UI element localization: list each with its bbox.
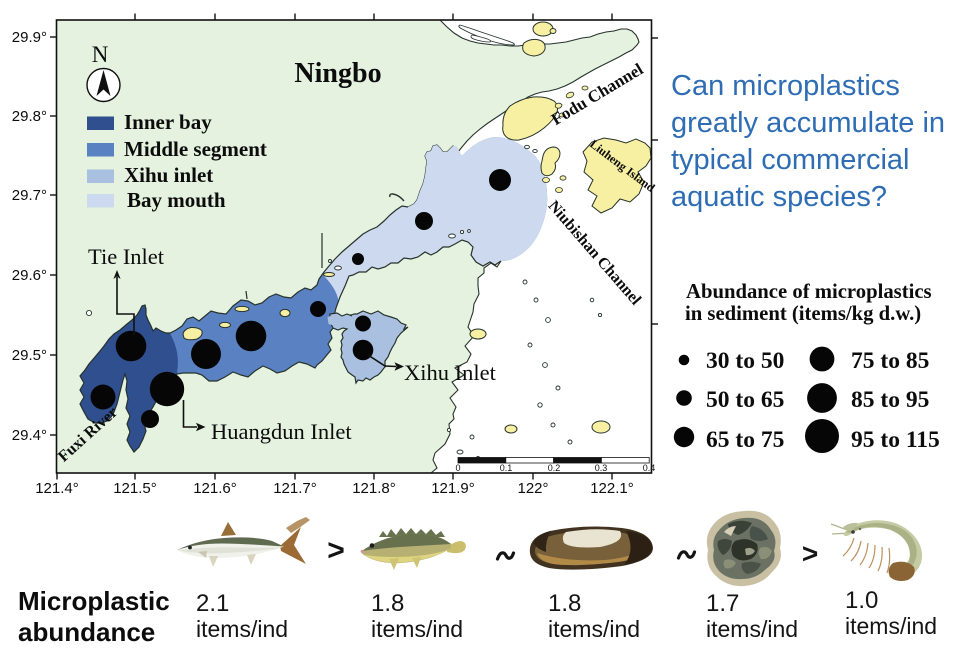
svg-text:65 to 75: 65 to 75 bbox=[706, 427, 784, 453]
svg-text:aquatic species?: aquatic species? bbox=[671, 181, 887, 213]
svg-text:Xihu inlet: Xihu inlet bbox=[124, 163, 213, 187]
svg-text:Bay mouth: Bay mouth bbox=[127, 188, 226, 212]
svg-text:1.7: 1.7 bbox=[706, 590, 739, 617]
svg-text:29.8°: 29.8° bbox=[12, 108, 47, 125]
svg-text:1.0: 1.0 bbox=[845, 587, 878, 614]
svg-text:Tie Inlet: Tie Inlet bbox=[88, 244, 165, 269]
svg-text:0: 0 bbox=[455, 463, 460, 473]
svg-text:29.5°: 29.5° bbox=[12, 347, 47, 364]
svg-text:Can microplastics: Can microplastics bbox=[671, 70, 900, 102]
svg-text:121.5°: 121.5° bbox=[113, 480, 157, 497]
svg-text:29.6°: 29.6° bbox=[12, 267, 47, 284]
svg-text:1.8: 1.8 bbox=[548, 590, 581, 617]
svg-text:in sediment (items/kg d.w.): in sediment (items/kg d.w.) bbox=[685, 303, 921, 325]
svg-text:1.8: 1.8 bbox=[371, 590, 404, 617]
svg-text:Abundance of microplastics: Abundance of microplastics bbox=[686, 281, 932, 303]
svg-text:Ningbo: Ningbo bbox=[294, 58, 381, 89]
svg-text:30 to 50: 30 to 50 bbox=[706, 348, 784, 374]
svg-text:greatly accumulate in: greatly accumulate in bbox=[671, 107, 945, 139]
svg-text:50 to 65: 50 to 65 bbox=[706, 387, 784, 413]
svg-text:items/ind: items/ind bbox=[845, 613, 937, 639]
svg-text:items/ind: items/ind bbox=[371, 616, 463, 642]
svg-text:Xihu Inlet: Xihu Inlet bbox=[404, 360, 497, 385]
svg-text:Microplastic: Microplastic bbox=[18, 586, 170, 616]
svg-text:items/ind: items/ind bbox=[548, 616, 640, 642]
svg-text:121.8°: 121.8° bbox=[352, 480, 396, 497]
svg-text:0.2: 0.2 bbox=[548, 463, 561, 473]
svg-text:abundance: abundance bbox=[18, 617, 155, 647]
svg-text:121.9°: 121.9° bbox=[431, 480, 475, 497]
svg-text:>: > bbox=[802, 538, 818, 569]
svg-text:29.4°: 29.4° bbox=[12, 427, 47, 444]
svg-text:Inner bay: Inner bay bbox=[124, 110, 212, 134]
svg-text:Middle segment: Middle segment bbox=[124, 137, 267, 161]
svg-text:2.1: 2.1 bbox=[196, 590, 229, 617]
svg-text:0.3: 0.3 bbox=[595, 463, 608, 473]
svg-text:121.4°: 121.4° bbox=[35, 480, 79, 497]
svg-text:29.9°: 29.9° bbox=[12, 29, 47, 46]
svg-text:Huangdun Inlet: Huangdun Inlet bbox=[211, 419, 352, 444]
svg-text:typical commercial: typical commercial bbox=[671, 144, 910, 176]
svg-text:items/ind: items/ind bbox=[706, 616, 798, 642]
svg-text:95 to 115: 95 to 115 bbox=[851, 427, 940, 453]
svg-text:N: N bbox=[92, 42, 109, 67]
svg-text:75 to 85: 75 to 85 bbox=[851, 348, 929, 374]
svg-text:121.7°: 121.7° bbox=[273, 480, 317, 497]
svg-text:items/ind: items/ind bbox=[196, 616, 288, 642]
svg-text:121.6°: 121.6° bbox=[193, 480, 237, 497]
svg-text:29.7°: 29.7° bbox=[12, 187, 47, 204]
svg-text:0.4: 0.4 bbox=[643, 463, 656, 473]
svg-text:85 to 95: 85 to 95 bbox=[851, 387, 929, 413]
svg-text:122.1°: 122.1° bbox=[590, 480, 634, 497]
svg-text:0.1: 0.1 bbox=[500, 463, 513, 473]
svg-text:122°: 122° bbox=[517, 480, 548, 497]
svg-text:>: > bbox=[327, 534, 345, 567]
